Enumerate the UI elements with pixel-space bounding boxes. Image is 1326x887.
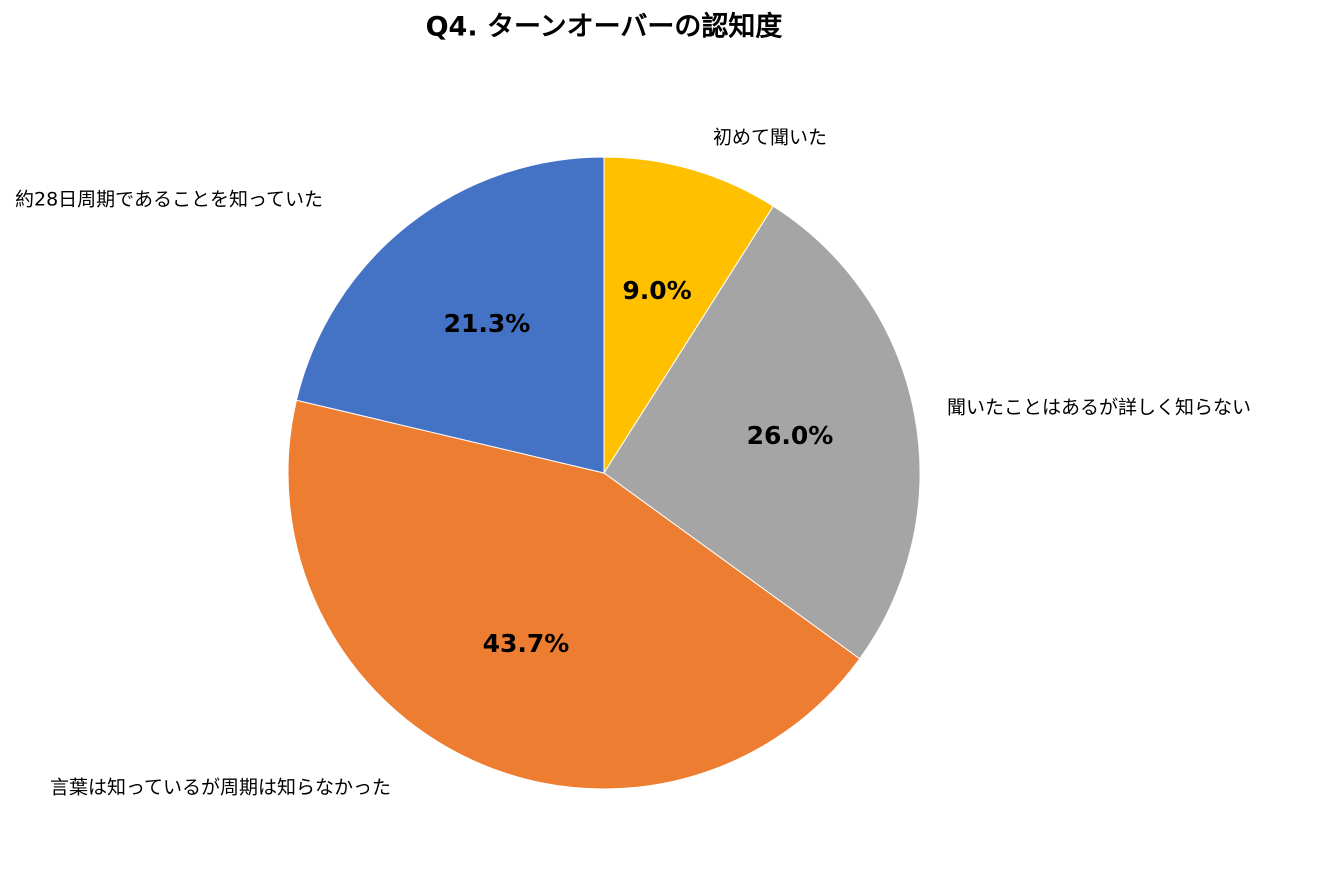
value-label: 21.3% xyxy=(444,309,531,338)
pie-slice xyxy=(295,156,605,474)
value-label: 9.0% xyxy=(622,276,691,305)
pie-slice xyxy=(287,399,861,790)
chart-title: Q4. ターンオーバーの認知度 xyxy=(426,11,783,43)
category-label: 初めて聞いた xyxy=(713,127,827,149)
value-label: 26.0% xyxy=(747,421,834,450)
category-label: 聞いたことはあるが詳しく知らない xyxy=(947,397,1251,419)
category-label: 言葉は知っているが周期は知らなかった xyxy=(50,777,391,799)
pie-slice xyxy=(603,205,921,660)
category-label: 約28日周期であることを知っていた xyxy=(15,189,323,211)
pie-slice xyxy=(603,156,775,475)
value-label: 43.7% xyxy=(483,629,570,658)
